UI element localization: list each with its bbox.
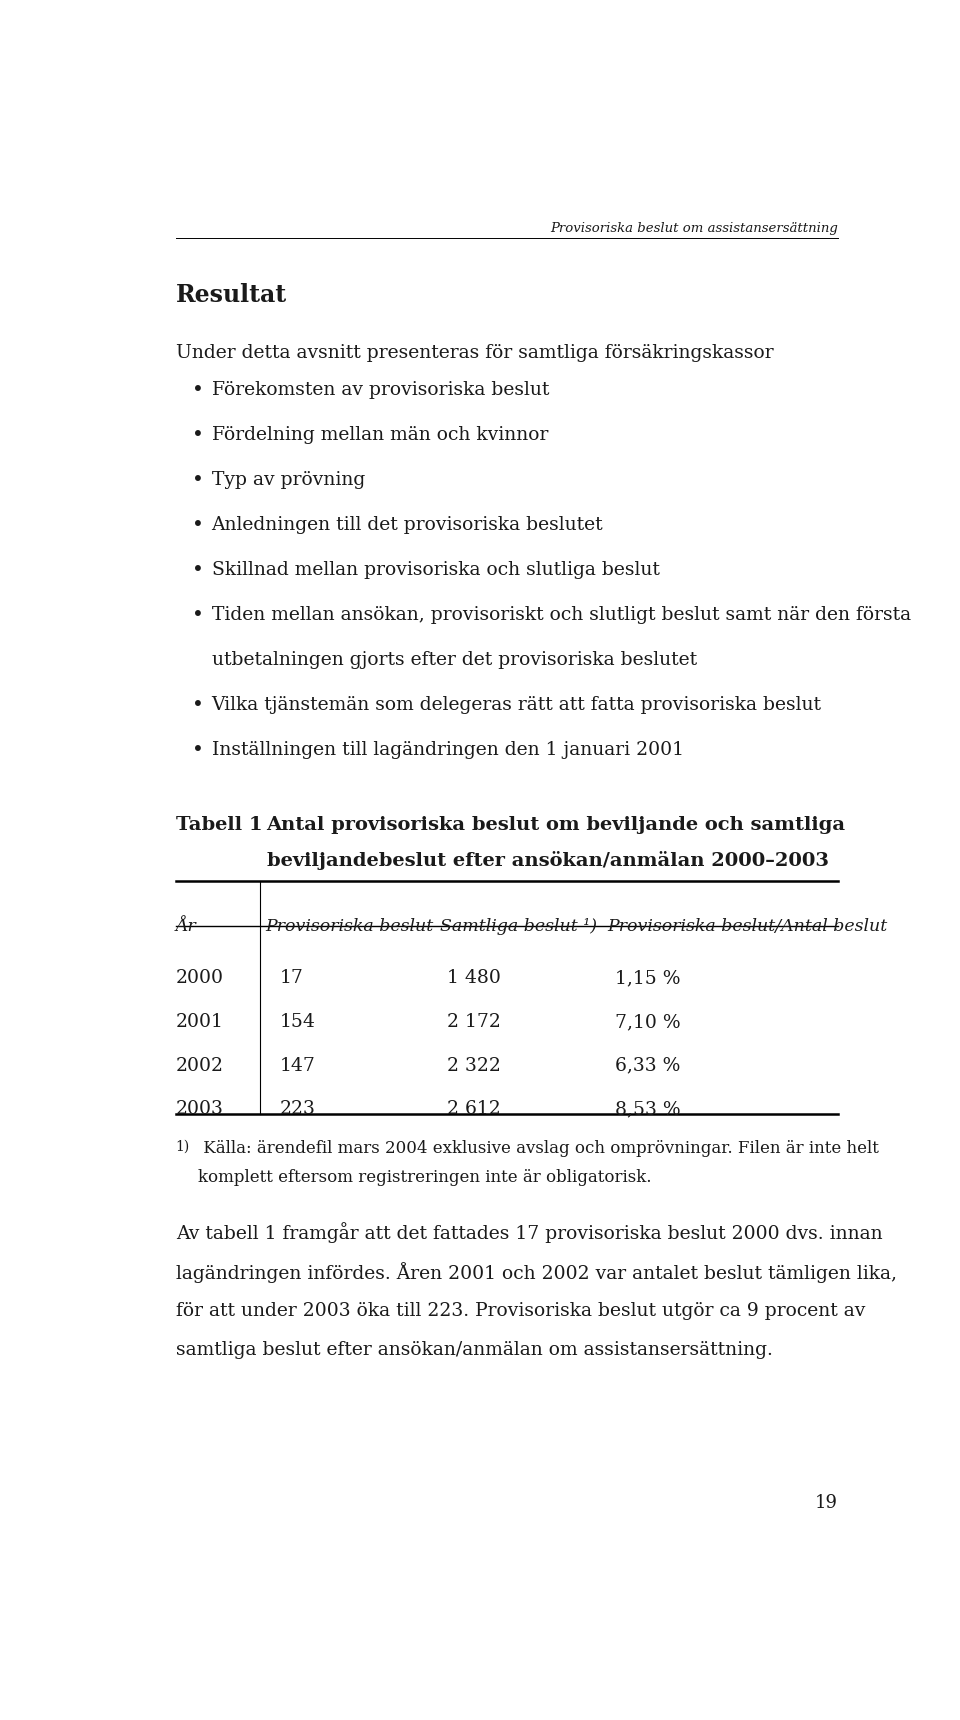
Text: 1): 1)	[176, 1140, 190, 1154]
Text: 1 480: 1 480	[447, 970, 501, 987]
Text: komplett eftersom registreringen inte är obligatorisk.: komplett eftersom registreringen inte är…	[198, 1170, 652, 1187]
Text: Provisoriska beslut/Antal beslut: Provisoriska beslut/Antal beslut	[608, 917, 888, 934]
Text: lagändringen infördes. Åren 2001 och 2002 var antalet beslut tämligen lika,: lagändringen infördes. Åren 2001 och 200…	[176, 1262, 897, 1283]
Text: Provisoriska beslut om assistansersättning: Provisoriska beslut om assistansersättni…	[550, 222, 838, 236]
Text: 154: 154	[280, 1013, 316, 1030]
Text: Tiden mellan ansökan, provisoriskt och slutligt beslut samt när den första: Tiden mellan ansökan, provisoriskt och s…	[211, 607, 911, 624]
Text: Förekomsten av provisoriska beslut: Förekomsten av provisoriska beslut	[211, 382, 549, 399]
Text: 19: 19	[815, 1495, 838, 1512]
Text: •: •	[192, 697, 204, 716]
Text: •: •	[192, 561, 204, 580]
Text: Resultat: Resultat	[176, 284, 287, 308]
Text: samtliga beslut efter ansökan/anmälan om assistansersättning.: samtliga beslut efter ansökan/anmälan om…	[176, 1342, 773, 1359]
Text: Fördelning mellan män och kvinnor: Fördelning mellan män och kvinnor	[211, 427, 548, 444]
Text: 2 612: 2 612	[447, 1101, 501, 1118]
Text: 2000: 2000	[176, 970, 224, 987]
Text: 2002: 2002	[176, 1056, 224, 1075]
Text: 6,33 %: 6,33 %	[614, 1056, 680, 1075]
Text: Inställningen till lagändringen den 1 januari 2001: Inställningen till lagändringen den 1 ja…	[211, 741, 684, 760]
Text: •: •	[192, 427, 204, 445]
Text: Källa: ärendefil mars 2004 exklusive avslag och omprövningar. Filen är inte helt: Källa: ärendefil mars 2004 exklusive avs…	[198, 1140, 879, 1158]
Text: 17: 17	[280, 970, 303, 987]
Text: 2003: 2003	[176, 1101, 224, 1118]
Text: 7,10 %: 7,10 %	[614, 1013, 681, 1030]
Text: 147: 147	[280, 1056, 316, 1075]
Text: År: År	[176, 917, 197, 934]
Text: Provisoriska beslut: Provisoriska beslut	[265, 917, 433, 934]
Text: Antal provisoriska beslut om beviljande och samtliga: Antal provisoriska beslut om beviljande …	[267, 815, 846, 834]
Text: 223: 223	[280, 1101, 316, 1118]
Text: beviljandebeslut efter ansökan/anmälan 2000–2003: beviljandebeslut efter ansökan/anmälan 2…	[267, 851, 828, 870]
Text: •: •	[192, 741, 204, 760]
Text: för att under 2003 öka till 223. Provisoriska beslut utgör ca 9 procent av: för att under 2003 öka till 223. Proviso…	[176, 1302, 865, 1319]
Text: 1,15 %: 1,15 %	[614, 970, 681, 987]
Text: Under detta avsnitt presenteras för samtliga försäkringskassor: Under detta avsnitt presenteras för samt…	[176, 344, 774, 363]
Text: •: •	[192, 382, 204, 401]
Text: Skillnad mellan provisoriska och slutliga beslut: Skillnad mellan provisoriska och slutlig…	[211, 561, 660, 580]
Text: 2 322: 2 322	[447, 1056, 501, 1075]
Text: 2 172: 2 172	[447, 1013, 501, 1030]
Text: 8,53 %: 8,53 %	[614, 1101, 681, 1118]
Text: Typ av prövning: Typ av prövning	[211, 471, 365, 488]
Text: utbetalningen gjorts efter det provisoriska beslutet: utbetalningen gjorts efter det provisori…	[211, 652, 697, 669]
Text: •: •	[192, 516, 204, 535]
Text: Samtliga beslut ¹): Samtliga beslut ¹)	[440, 917, 597, 934]
Text: Anledningen till det provisoriska beslutet: Anledningen till det provisoriska beslut…	[211, 516, 603, 535]
Text: •: •	[192, 471, 204, 490]
Text: 2001: 2001	[176, 1013, 224, 1030]
Text: Vilka tjänstemän som delegeras rätt att fatta provisoriska beslut: Vilka tjänstemän som delegeras rätt att …	[211, 697, 822, 714]
Text: Tabell 1: Tabell 1	[176, 815, 262, 834]
Text: •: •	[192, 607, 204, 626]
Text: Av tabell 1 framgår att det fattades 17 provisoriska beslut 2000 dvs. innan: Av tabell 1 framgår att det fattades 17 …	[176, 1223, 882, 1244]
